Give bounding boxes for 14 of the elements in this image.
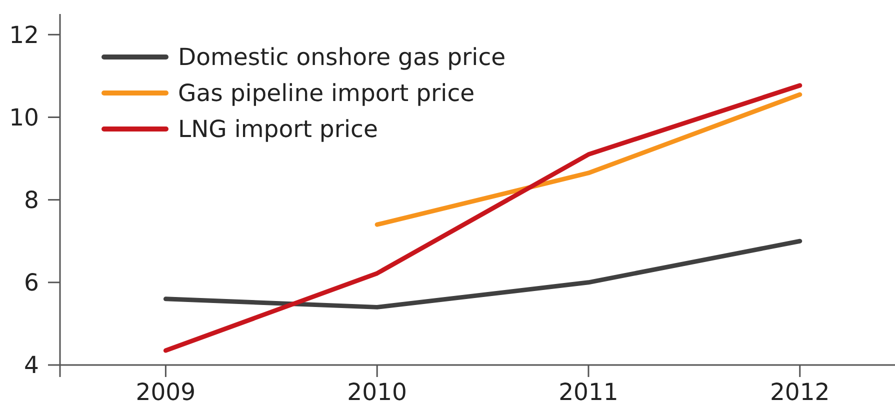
x-tick-label: 2011 (558, 378, 618, 406)
legend-label: Gas pipeline import price (178, 79, 475, 108)
x-tick-label: 2009 (136, 378, 196, 406)
line-series (163, 83, 802, 353)
x-tick-label: 2010 (347, 378, 407, 406)
legend-label: LNG import price (178, 115, 378, 144)
y-tick-label: 8 (24, 186, 39, 214)
y-tick-label: 6 (24, 268, 39, 297)
y-tick-label: 4 (24, 351, 39, 380)
x-tick-label: 2012 (770, 378, 830, 406)
y-tick-label: 12 (9, 20, 39, 49)
y-tick-label: 10 (9, 103, 39, 132)
line-series (163, 238, 802, 310)
legend-label: Domestic onshore gas price (178, 43, 506, 72)
